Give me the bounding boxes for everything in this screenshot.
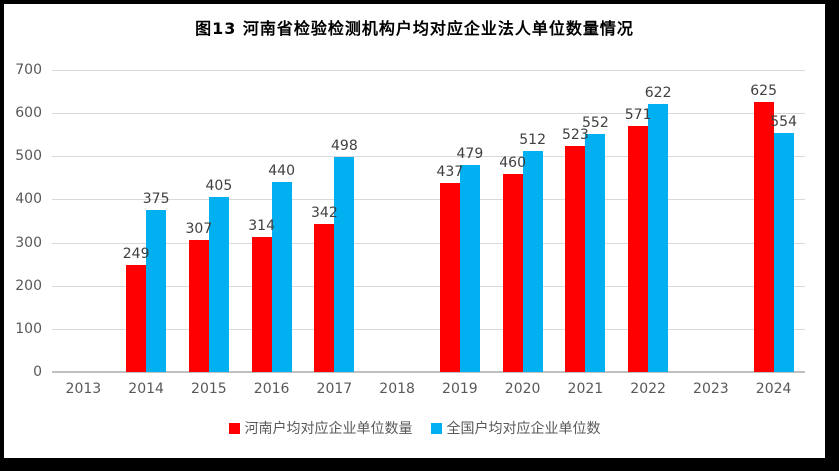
- bar-national-2024: [773, 133, 794, 372]
- gridline: [52, 70, 805, 71]
- y-tick-label: 500: [15, 148, 42, 165]
- bar-henan-2016: [251, 236, 272, 372]
- value-label: 622: [644, 84, 672, 101]
- legend-label: 全国户均对应企业单位数: [446, 421, 601, 437]
- bar-national-2020: [522, 151, 543, 372]
- y-tick-label: 700: [15, 62, 42, 78]
- x-tick-label: 2018: [379, 381, 415, 397]
- x-tick-label: 2020: [504, 381, 541, 397]
- x-tick-label: 2015: [191, 381, 227, 397]
- value-label: 498: [331, 138, 358, 155]
- value-label: 512: [519, 132, 546, 149]
- bar-henan-2021: [565, 146, 586, 372]
- value-label: 552: [582, 114, 609, 131]
- bar-henan-2019: [439, 183, 460, 372]
- y-tick-label: 0: [33, 364, 42, 380]
- value-label: 307: [185, 220, 213, 237]
- legend: 河南户均对应企业单位数量 全国户均对应企业单位数: [4, 418, 825, 438]
- value-label: 440: [268, 163, 295, 180]
- x-tick-label: 2016: [253, 381, 290, 397]
- gridline: [52, 113, 805, 115]
- y-tick-label: 200: [15, 277, 42, 294]
- value-label: 554: [770, 114, 797, 130]
- bar-henan-2015: [188, 239, 209, 372]
- bar-national-2014: [146, 210, 167, 372]
- bar-national-2016: [271, 182, 292, 372]
- value-label: 625: [750, 83, 777, 100]
- value-label: 571: [624, 106, 652, 123]
- value-label: 523: [562, 127, 589, 144]
- bar-national-2019: [459, 165, 480, 372]
- legend-swatch-national: [430, 422, 442, 434]
- x-tick-label: 2019: [442, 381, 478, 397]
- legend-swatch-henan: [228, 422, 240, 434]
- gridline: [52, 328, 805, 330]
- y-tick-label: 300: [15, 234, 42, 251]
- x-tick-label: 2013: [65, 381, 102, 397]
- value-label: 249: [122, 245, 150, 262]
- x-axis-line: [52, 371, 805, 373]
- legend-item-national: 全国户均对应企业单位数: [430, 418, 601, 438]
- value-label: 437: [436, 164, 464, 181]
- y-tick-label: 600: [15, 105, 42, 122]
- gridline: [52, 199, 805, 201]
- chart-title: 图13 河南省检验检测机构户均对应企业法人单位数量情况: [195, 19, 634, 38]
- bar-national-2021: [585, 133, 606, 372]
- value-label: 479: [456, 146, 484, 163]
- x-tick-label: 2024: [755, 381, 792, 397]
- x-tick-label: 2017: [316, 381, 353, 397]
- bar-henan-2017: [314, 224, 335, 372]
- x-tick-label: 2022: [630, 381, 666, 397]
- bar-henan-2014: [126, 264, 147, 372]
- bar-henan-2024: [753, 102, 774, 372]
- plot-area: 249 307 314 342 437 460 523 571 625 375 405 440 498 4…: [52, 70, 805, 373]
- bar-national-2017: [334, 157, 355, 372]
- value-label: 342: [311, 205, 338, 222]
- value-label: 314: [248, 217, 275, 234]
- bar-henan-2022: [628, 125, 649, 372]
- x-tick-label: 2021: [567, 381, 604, 397]
- gridline: [52, 242, 805, 244]
- x-tick-label: 2023: [693, 381, 729, 397]
- y-tick-label: 100: [15, 320, 42, 337]
- value-label: 460: [499, 154, 526, 171]
- legend-label: 河南户均对应企业单位数量: [244, 421, 413, 437]
- bar-national-2015: [208, 197, 229, 372]
- value-label: 375: [142, 191, 170, 208]
- y-tick-label: 400: [15, 191, 42, 208]
- legend-item-henan: 河南户均对应企业单位数量: [228, 418, 413, 438]
- bar-national-2022: [648, 103, 669, 372]
- value-label: 405: [205, 178, 233, 195]
- bar-henan-2020: [502, 173, 523, 372]
- gridline: [52, 285, 805, 287]
- x-tick-label: 2014: [128, 381, 164, 397]
- gridline: [52, 156, 805, 158]
